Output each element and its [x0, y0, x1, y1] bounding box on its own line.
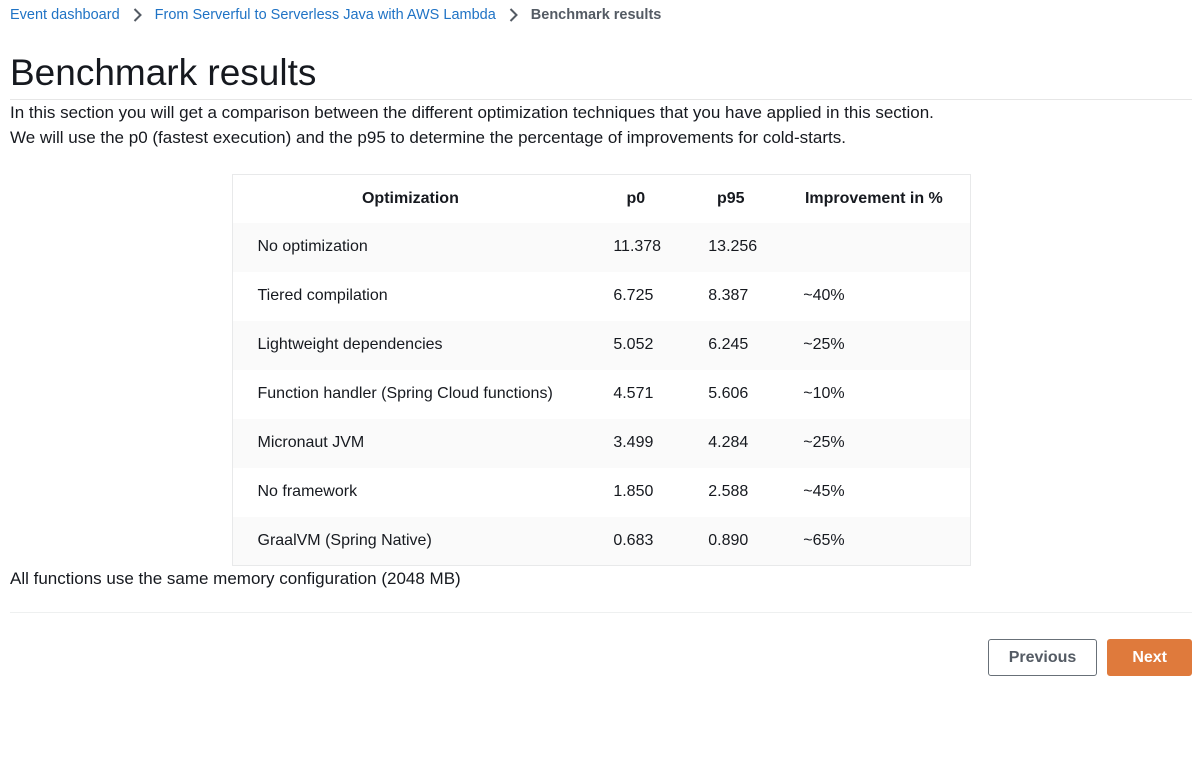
- p0-cell: 0.683: [613, 531, 654, 549]
- optimization-cell: Function handler (Spring Cloud functions…: [257, 385, 553, 402]
- p0-cell: 11.378: [613, 238, 662, 255]
- improvement-cell: ~25%: [803, 336, 845, 353]
- improvement-cell: ~10%: [803, 385, 845, 402]
- benchmark-table-header: Optimization p0 p95 Improvement in %: [232, 174, 970, 223]
- table-row: GraalVM (Spring Native) 0.683 0.890 ~65%: [232, 516, 970, 566]
- intro-paragraph-1: In this section you will get a compariso…: [10, 103, 934, 122]
- table-row: Lightweight dependencies 5.052 6.245 ~25%: [232, 320, 970, 370]
- table-row: No optimization 11.378 13.256: [232, 222, 970, 272]
- p95-cell: 13.256: [708, 238, 758, 255]
- breadcrumb-item-workshop[interactable]: From Serverful to Serverless Java with A…: [154, 7, 496, 23]
- p0-cell: 1.850: [613, 483, 654, 500]
- improvement-cell: ~40%: [803, 287, 845, 304]
- benchmark-table-container: Optimization p0 p95 Improvement in % No …: [10, 174, 1192, 566]
- improvement-cell: [778, 223, 970, 272]
- optimization-cell: Tiered compilation: [257, 287, 388, 304]
- title-divider: [10, 99, 1192, 100]
- benchmark-table: Optimization p0 p95 Improvement in % No …: [231, 174, 971, 566]
- chevron-right-icon: [509, 8, 518, 22]
- p95-cell: 8.387: [708, 287, 749, 304]
- p0-cell: 5.052: [613, 336, 654, 353]
- previous-button[interactable]: Previous: [987, 639, 1098, 676]
- p0-cell: 4.571: [613, 385, 654, 402]
- breadcrumb-item-current: Benchmark results: [530, 7, 662, 23]
- column-header-p0: p0: [588, 174, 684, 223]
- improvement-cell: ~45%: [803, 483, 845, 500]
- p95-cell: 5.606: [708, 385, 749, 402]
- optimization-cell: Lightweight dependencies: [257, 336, 443, 353]
- improvement-cell: ~65%: [803, 531, 845, 549]
- optimization-cell: No framework: [257, 483, 358, 500]
- header-row: Optimization p0 p95 Improvement in %: [232, 174, 970, 223]
- page-navigation: Previous Next: [10, 639, 1192, 676]
- chevron-right-icon: [133, 8, 142, 22]
- page: Event dashboard From Serverful to Server…: [10, 0, 1192, 676]
- optimization-cell: GraalVM (Spring Native): [257, 531, 432, 549]
- table-row: No framework 1.850 2.588 ~45%: [232, 467, 970, 517]
- p95-cell: 2.588: [708, 483, 749, 500]
- footer-divider: [10, 612, 1192, 613]
- p0-cell: 6.725: [613, 287, 654, 304]
- breadcrumb: Event dashboard From Serverful to Server…: [10, 0, 1192, 24]
- benchmark-table-body: No optimization 11.378 13.256 Tiered compil…: [232, 222, 970, 566]
- column-header-optimization: Optimization: [232, 174, 589, 223]
- breadcrumb-item-event-dashboard[interactable]: Event dashboard: [10, 7, 120, 23]
- intro-paragraph-2: We will use the p0 (fastest execution) a…: [10, 128, 846, 147]
- optimization-cell: Micronaut JVM: [257, 434, 365, 451]
- p0-cell: 3.499: [613, 434, 654, 451]
- p95-cell: 6.245: [708, 336, 749, 353]
- optimization-cell: No optimization: [257, 238, 368, 255]
- p95-cell: 0.890: [708, 531, 749, 549]
- page-title: Benchmark results: [10, 52, 317, 93]
- column-header-p95: p95: [683, 174, 779, 223]
- memory-footnote: All functions use the same memory config…: [10, 569, 461, 588]
- column-header-improvement: Improvement in %: [778, 174, 970, 223]
- p95-cell: 4.284: [708, 434, 749, 451]
- table-row: Function handler (Spring Cloud functions…: [232, 369, 970, 419]
- table-row: Tiered compilation 6.725 8.387 ~40%: [232, 271, 970, 321]
- table-row: Micronaut JVM 3.499 4.284 ~25%: [232, 418, 970, 468]
- next-button[interactable]: Next: [1107, 639, 1192, 676]
- improvement-cell: ~25%: [803, 434, 845, 451]
